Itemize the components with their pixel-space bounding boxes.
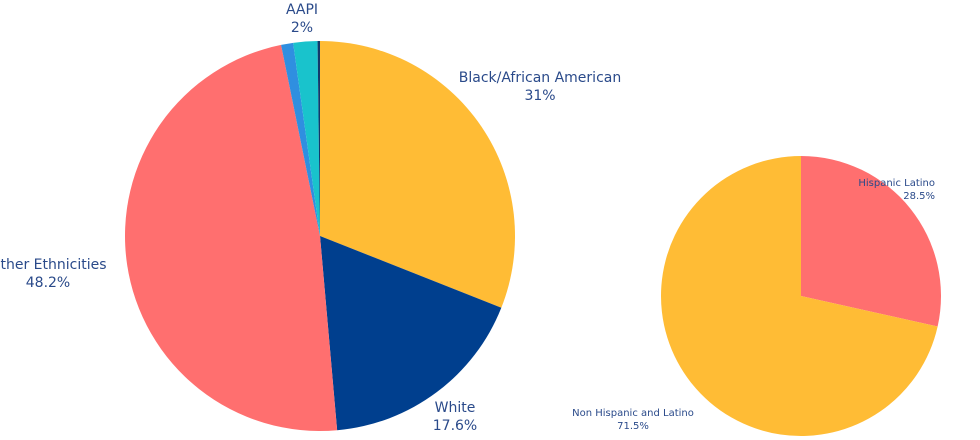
pie-slice: [661, 156, 938, 436]
pie-slice: [801, 156, 941, 327]
pie: [124, 41, 515, 432]
slice-label: Other Ethnicities: [0, 257, 107, 273]
slice-value-label: 17.6%: [433, 418, 477, 434]
pie-slice: [124, 44, 338, 432]
slice-label: Non Hispanic and Latino: [572, 408, 694, 419]
slice-label: Hispanic Latino: [858, 178, 935, 189]
slice-value-label: 28.5%: [903, 191, 935, 202]
slice-value-label: 71.5%: [617, 421, 649, 432]
slice-value-label: 48.2%: [26, 275, 70, 291]
pie-slice: [293, 41, 320, 236]
pie: [661, 156, 941, 436]
slice-value-label: 31%: [524, 88, 555, 104]
pie-slice: [317, 41, 320, 236]
pie-slice: [320, 236, 502, 431]
slice-label: White: [435, 400, 476, 416]
slice-value-label: 2%: [291, 20, 313, 36]
slice-label: Black/African American: [459, 70, 621, 86]
pie-slice: [320, 41, 515, 308]
pie-slice: [281, 42, 320, 237]
slice-label: AAPI: [286, 2, 318, 18]
